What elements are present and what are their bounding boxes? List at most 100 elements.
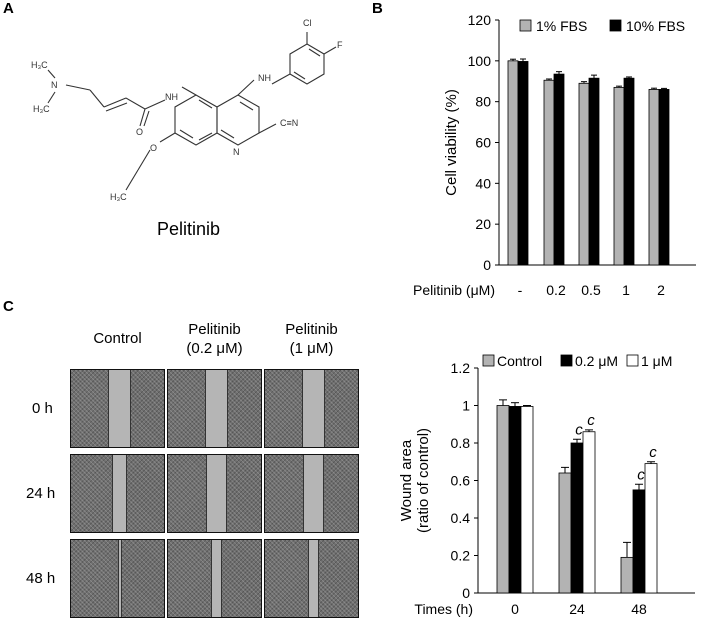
wound-image xyxy=(70,369,165,448)
compound-name: Pelitinib xyxy=(157,219,221,239)
panel-label-b: B xyxy=(372,0,383,17)
bar xyxy=(553,73,565,266)
bar xyxy=(644,463,658,594)
wound-column-header-line1: Pelitinib xyxy=(188,321,241,338)
y-axis-label-line2: (ratio of control) xyxy=(415,428,432,533)
y-tick-label: 100 xyxy=(468,53,492,69)
y-tick-label: 20 xyxy=(475,216,491,232)
legend-label: 10% FBS xyxy=(626,18,685,34)
y-tick-label: 60 xyxy=(475,135,491,151)
bar xyxy=(613,86,625,266)
panel-label-a: A xyxy=(3,0,14,17)
wound-column-header-control: Control xyxy=(70,329,165,348)
y-tick-label: 0.8 xyxy=(451,435,471,451)
wound-column-header-line2: (1 μM) xyxy=(289,340,334,357)
wound-row-label-48h: 48 h xyxy=(26,570,56,587)
significance-mark: c xyxy=(637,466,645,483)
bar xyxy=(543,79,555,266)
wound-gap xyxy=(108,370,131,447)
bar xyxy=(496,405,510,594)
y-tick-label: 120 xyxy=(468,12,492,28)
panel-label-c: C xyxy=(3,298,14,315)
bar xyxy=(508,406,522,594)
legend-label: 0.2 μM xyxy=(575,353,618,369)
wound-image xyxy=(167,539,262,618)
y-tick-label: 0.6 xyxy=(451,473,471,489)
methyl-group-top: H₃C xyxy=(31,60,48,70)
x-tick-label: 1 xyxy=(622,282,630,298)
wound-column-header-line2: (0.2 μM) xyxy=(186,340,243,357)
wound-image xyxy=(264,369,359,448)
y-tick-label: 0 xyxy=(483,257,491,273)
legend-swatch xyxy=(482,354,495,367)
bar xyxy=(620,556,634,594)
bar xyxy=(582,431,596,594)
wound-area-chart: 0 0.2 0.4 0.6 0.8 1 1.2 Wound area (ratio of con… xyxy=(398,353,695,617)
x-tick-label: 2 xyxy=(657,282,665,298)
ethyl-methyl-group: H₃C xyxy=(110,192,127,202)
dimethylamine-nitrogen: N xyxy=(51,80,58,90)
legend-label: 1% FBS xyxy=(536,18,587,34)
legend-swatch xyxy=(609,19,622,32)
wound-column-header-line1: Control xyxy=(93,330,142,347)
legend-label: Control xyxy=(497,353,542,369)
y-tick-label: 1 xyxy=(462,398,470,414)
pelitinib-structure xyxy=(47,32,337,191)
wound-row-label-24h: 24 h xyxy=(26,485,56,502)
wound-image xyxy=(167,454,262,533)
x-axis-label: Pelitinib (μM) xyxy=(413,282,495,298)
x-tick-label: 0.5 xyxy=(581,282,601,298)
wound-row-label-0h: 0 h xyxy=(32,400,53,417)
legend-swatch xyxy=(626,354,639,367)
y-tick-label: 0.2 xyxy=(451,548,471,564)
y-tick-label: 1.2 xyxy=(451,360,471,376)
legend-swatch xyxy=(519,19,532,32)
bar xyxy=(578,82,590,266)
fluorine-atom: F xyxy=(337,40,343,50)
methyl-group-bottom: H₃C xyxy=(33,104,50,114)
x-tick-label: 0.2 xyxy=(546,282,566,298)
y-tick-label: 40 xyxy=(475,175,491,191)
wound-gap xyxy=(111,455,128,532)
cell-viability-chart: 0 20 40 60 80 100 120 Cell viability (%) - 0.2 0.5… xyxy=(413,12,696,298)
wound-gap xyxy=(206,455,227,532)
bar xyxy=(558,472,572,594)
wound-column-header-0-2um: Pelitinib (0.2 μM) xyxy=(167,320,262,358)
bar xyxy=(507,60,519,266)
bar xyxy=(588,77,600,266)
x-tick-label: 0 xyxy=(511,601,519,617)
bar xyxy=(648,89,660,266)
y-axis-label-line1: Wound area xyxy=(398,439,415,521)
wound-gap xyxy=(307,540,320,617)
y-axis-label: Cell viability (%) xyxy=(443,89,460,196)
ether-oxygen: O xyxy=(150,143,158,153)
bar xyxy=(658,89,670,266)
x-axis-label: Times (h) xyxy=(414,601,473,617)
legend-label: 1 μM xyxy=(641,353,672,369)
chlorine-atom: Cl xyxy=(303,18,312,28)
y-tick-label: 0.4 xyxy=(451,510,471,526)
nitrile-group: C≡N xyxy=(280,118,299,128)
wound-gap xyxy=(205,370,228,447)
significance-mark: c xyxy=(575,421,583,438)
bar xyxy=(632,489,646,594)
y-tick-label: 80 xyxy=(475,94,491,110)
x-tick-label: - xyxy=(518,282,523,298)
quinoline-nitrogen: N xyxy=(233,147,240,157)
wound-gap xyxy=(117,540,122,617)
wound-column-header-1um: Pelitinib (1 μM) xyxy=(264,320,359,358)
bar xyxy=(570,442,584,594)
wound-image xyxy=(70,539,165,618)
legend-swatch xyxy=(560,354,573,367)
significance-mark: c xyxy=(649,444,657,461)
bar xyxy=(520,406,534,594)
significance-mark: c xyxy=(587,412,595,429)
bar xyxy=(623,77,635,266)
wound-image xyxy=(70,454,165,533)
wound-gap xyxy=(211,540,222,617)
wound-column-header-line1: Pelitinib xyxy=(285,321,338,338)
carbonyl-oxygen: O xyxy=(136,127,144,137)
bar xyxy=(517,61,529,266)
amine-nh-aniline: NH xyxy=(258,73,271,83)
y-tick-label: 0 xyxy=(462,585,470,601)
